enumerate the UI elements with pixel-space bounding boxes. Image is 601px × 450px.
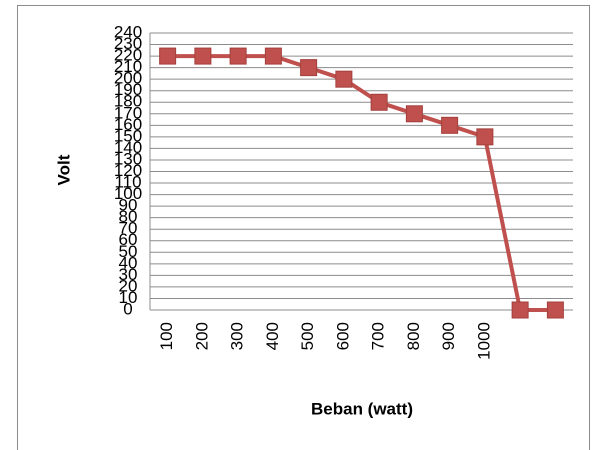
y-tick-label: 230 bbox=[114, 34, 142, 53]
y-axis-title: Volt bbox=[54, 154, 73, 185]
y-tick-label: 160 bbox=[114, 115, 142, 134]
x-tick-label: 200 bbox=[192, 322, 211, 350]
y-tick-label: 100 bbox=[114, 184, 142, 203]
marker bbox=[370, 93, 388, 111]
y-tick-label: 210 bbox=[114, 57, 142, 76]
y-tick-label: 70 bbox=[119, 219, 138, 238]
y-tick-label: 130 bbox=[114, 149, 142, 168]
marker bbox=[300, 59, 318, 77]
y-tick-label: 10 bbox=[119, 288, 138, 307]
marker bbox=[159, 47, 177, 65]
x-tick-label: 700 bbox=[369, 322, 388, 350]
y-tick-label: 0 bbox=[123, 299, 132, 318]
y-tick-label: 80 bbox=[119, 207, 138, 226]
marker bbox=[511, 301, 529, 319]
y-tick-label: 140 bbox=[114, 138, 142, 157]
marker bbox=[335, 70, 353, 88]
marker bbox=[264, 47, 282, 65]
x-tick-label: 100 bbox=[157, 322, 176, 350]
y-tick-label: 120 bbox=[114, 161, 142, 180]
y-tick-label: 60 bbox=[119, 230, 138, 249]
x-tick-label: 1000 bbox=[474, 322, 493, 360]
y-tick-label: 90 bbox=[119, 196, 138, 215]
marker bbox=[194, 47, 212, 65]
y-tick-label: 170 bbox=[114, 103, 142, 122]
y-tick-label: 20 bbox=[119, 276, 138, 295]
y-tick-label: 110 bbox=[114, 173, 141, 192]
chart-frame bbox=[17, 5, 590, 450]
x-tick-label: 500 bbox=[298, 322, 317, 350]
marker bbox=[405, 105, 423, 123]
y-tick-label: 50 bbox=[119, 242, 138, 261]
y-tick-label: 180 bbox=[114, 92, 142, 111]
x-axis-title: Beban (watt) bbox=[311, 399, 413, 418]
y-tick-label: 190 bbox=[114, 80, 142, 99]
y-tick-label: 240 bbox=[114, 22, 142, 41]
marker bbox=[546, 301, 564, 319]
y-tick-label: 200 bbox=[114, 69, 142, 88]
y-tick-label: 220 bbox=[114, 46, 142, 65]
x-tick-label: 400 bbox=[263, 322, 282, 350]
x-tick-label: 900 bbox=[439, 322, 458, 350]
marker bbox=[441, 116, 459, 134]
x-tick-label: 600 bbox=[333, 322, 352, 350]
x-tick-label: 800 bbox=[404, 322, 423, 350]
marker bbox=[476, 128, 494, 146]
y-tick-label: 40 bbox=[119, 253, 138, 272]
y-tick-label: 150 bbox=[114, 126, 142, 145]
x-tick-label: 300 bbox=[228, 322, 247, 350]
y-tick-label: 30 bbox=[119, 265, 138, 284]
marker bbox=[229, 47, 247, 65]
